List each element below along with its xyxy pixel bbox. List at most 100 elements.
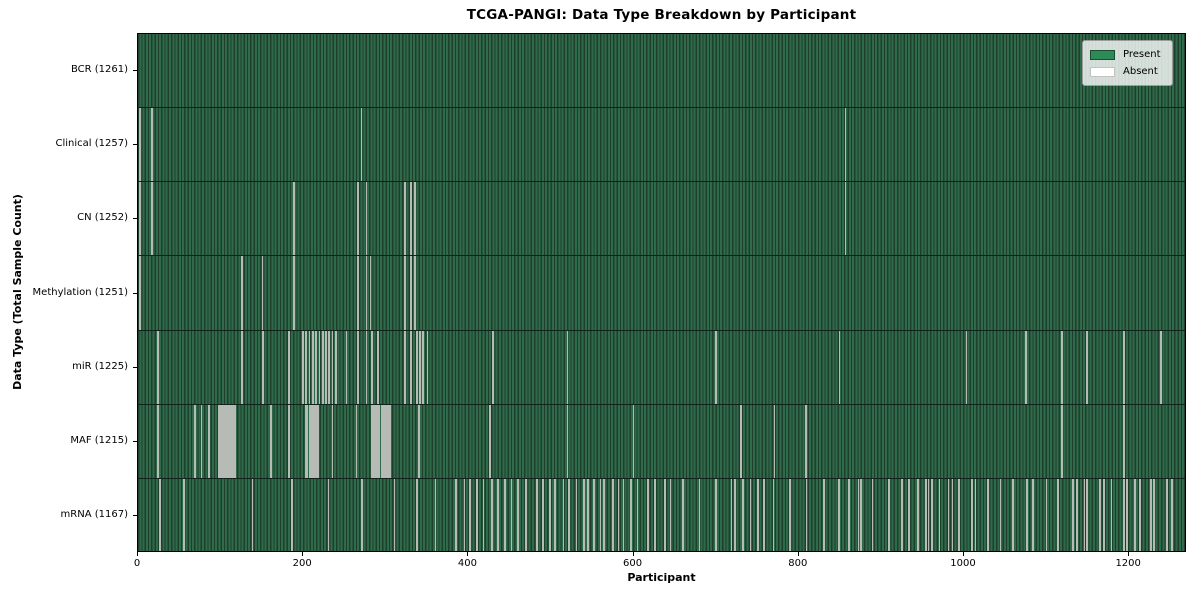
xtick-label-800: 800 [788,558,808,569]
absent-stripe [292,256,295,330]
absent-stripe [422,330,425,404]
legend: Present Absent [1082,40,1173,86]
absent-stripe [974,478,977,551]
absent-stripe [599,478,602,551]
absent-stripe [1025,330,1027,404]
row-bcr [138,34,1185,109]
absent-stripe [241,330,243,404]
absent-stripe [404,182,406,256]
absent-stripe [304,404,307,478]
absent-stripe [317,404,320,478]
row-mrna [138,478,1185,551]
legend-item-present: Present [1090,46,1165,63]
absent-stripe [321,330,324,404]
absent-stripe [1166,478,1168,551]
legend-swatch-absent-icon [1090,66,1115,77]
absent-stripe [331,404,334,478]
ytick-mark [133,70,137,72]
absent-stripe [231,404,233,478]
absent-stripe [194,404,196,478]
absent-stripe [549,478,552,551]
ytick-mark [133,292,137,294]
legend-label-absent: Absent [1123,65,1158,77]
absent-stripe [138,256,141,330]
absent-stripe [159,478,162,551]
absent-stripe [504,478,506,551]
absent-stripe [947,478,950,551]
row-maf [138,404,1185,479]
absent-stripe [715,478,717,551]
absent-stripe [463,478,466,551]
absent-stripe [311,404,314,478]
absent-stripe [365,330,368,404]
absent-stripe [404,256,406,330]
absent-stripe [292,182,295,256]
absent-stripe [757,478,759,551]
absent-stripe [536,478,538,551]
xtick-mark [962,552,964,556]
absent-stripe [227,404,230,478]
absent-stripe [931,478,933,551]
absent-stripe [837,478,840,551]
absent-stripe [617,478,620,551]
absent-stripe [369,256,372,330]
absent-stripe [999,478,1002,551]
absent-stripe [476,478,478,551]
absent-stripe [958,478,960,551]
xtick-label-0: 0 [133,558,141,569]
absent-stripe [414,182,416,256]
absent-stripe [377,404,379,478]
absent-stripe [382,404,385,478]
absent-stripe [288,330,290,404]
absent-stripe [698,478,701,551]
absent-stripe [871,478,874,551]
absent-stripe [715,330,717,404]
legend-item-absent: Absent [1090,63,1165,80]
absent-stripe [327,478,330,551]
absent-stripe [1086,330,1088,404]
absent-stripe [375,404,378,478]
absent-stripe [492,330,495,404]
absent-stripe [1133,478,1136,551]
absent-stripe [773,404,776,478]
absent-stripe [381,404,383,478]
absent-stripe [525,478,528,551]
absent-stripe [226,404,228,478]
absent-stripe [365,182,368,256]
absent-stripe [587,478,589,551]
absent-stripe [490,478,493,551]
absent-stripe [308,330,311,404]
xtick-label-600: 600 [623,558,643,569]
legend-swatch-present-icon [1090,49,1115,60]
xtick-mark [632,552,634,556]
absent-stripe [404,330,406,404]
absent-stripe [345,330,348,404]
absent-stripe [938,478,941,551]
absent-stripe [682,478,684,551]
absent-stripe [1061,404,1064,478]
absent-stripe [749,478,752,551]
absent-stripe [1138,478,1141,551]
absent-stripe [1025,478,1028,551]
absent-stripe [138,182,141,256]
absent-stripe [566,330,569,404]
absent-stripe [372,404,375,478]
xtick-mark [137,552,138,556]
xtick-mark [467,552,469,556]
absent-stripe [489,404,491,478]
ytick-mark [133,440,137,442]
absent-stripe [951,478,954,551]
absent-stripe [804,404,807,478]
absent-stripe [575,478,578,551]
absent-stripe [566,404,569,478]
absent-stripe [455,478,458,551]
xtick-mark [1128,552,1130,556]
absent-stripe [434,478,437,551]
absent-stripe [762,478,765,551]
absent-stripe [328,330,331,404]
absent-stripe [414,256,416,330]
absent-stripe [622,478,625,551]
absent-stripe [221,404,223,478]
absent-stripe [262,330,265,404]
